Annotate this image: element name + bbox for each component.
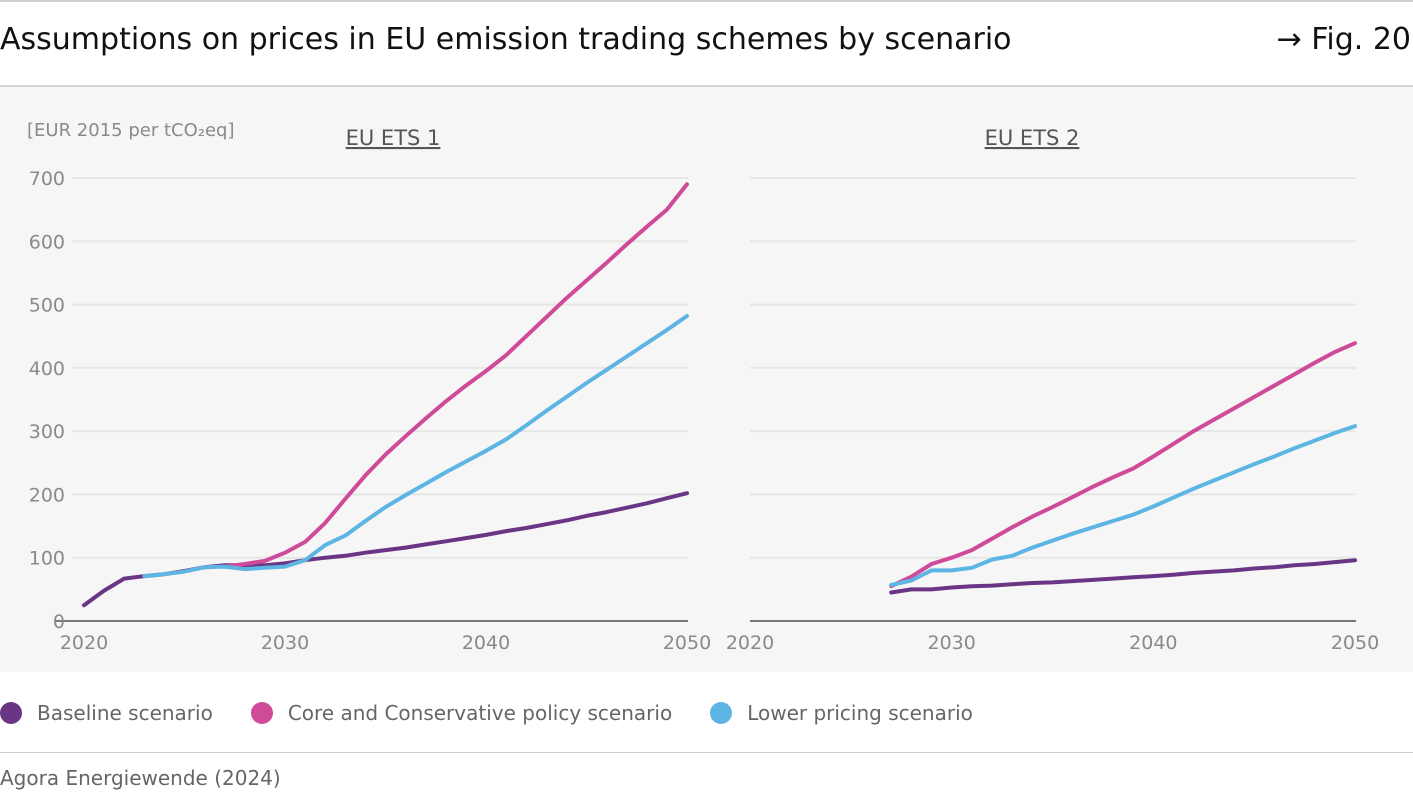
x-tick-label-ets2: 2030 [927,632,975,654]
series-line-baseline-ets2 [889,558,1357,595]
panel-title-ets2: EU ETS 2 [985,126,1080,150]
y-tick-label-ets1: 600 [29,231,65,253]
x-tick-label-ets2: 2040 [1129,632,1177,654]
y-tick-label-ets1: 400 [29,358,65,380]
legend-dot-lower [710,702,733,724]
source-note: Agora Energiewende (2024) [0,766,281,790]
x-tick-label-ets2: 2050 [1331,632,1379,654]
y-tick-label-ets1: 100 [29,548,65,570]
legend-dot-core [250,702,273,724]
header-rule [0,85,1413,87]
x-tick-label-ets1: 2020 [60,632,108,654]
top-rule [0,0,1413,2]
y-tick-label-ets1: 300 [29,421,65,443]
y-tick-label-ets1: 700 [29,168,65,190]
x-tick-label-ets1: 2030 [261,632,309,654]
x-tick-label-ets2: 2020 [726,632,774,654]
panel-title-ets1: EU ETS 1 [346,126,441,150]
legend-item-lower: Lower pricing scenario [710,701,973,725]
y-axis-unit-label: [EUR 2015 per tCO₂eq] [27,120,234,141]
figure-reference: → Fig. 20 [1276,22,1411,57]
legend-item-core: Core and Conservative policy scenario [250,701,673,725]
legend-label-core: Core and Conservative policy scenario [287,701,673,725]
series-line-baseline-ets1 [82,491,689,608]
y-tick-label-ets1: 200 [29,484,65,506]
legend-label-baseline: Baseline scenario [37,701,213,725]
chart-legend: Baseline scenario Core and Conservative … [0,697,1011,729]
series-line-core-ets2 [889,341,1357,589]
legend-item-baseline: Baseline scenario [0,701,213,725]
figure-title: Assumptions on prices in EU emission tra… [0,22,1012,57]
series-line-lower-ets1 [142,314,689,579]
series-line-lower-ets2 [889,424,1357,587]
chart-canvas: 0 100 200 300 400 500 600 700 2020 2030 2040 2050 EU… [27,120,1379,654]
footer-rule [0,752,1413,753]
series-line-core-ets1 [222,182,689,569]
y-tick-label-ets1: 0 [53,611,65,633]
legend-label-lower: Lower pricing scenario [747,701,973,725]
legend-dot-baseline [0,702,22,724]
x-tick-label-ets1: 2050 [663,632,711,654]
x-tick-label-ets1: 2040 [462,632,510,654]
y-tick-label-ets1: 500 [29,295,65,317]
